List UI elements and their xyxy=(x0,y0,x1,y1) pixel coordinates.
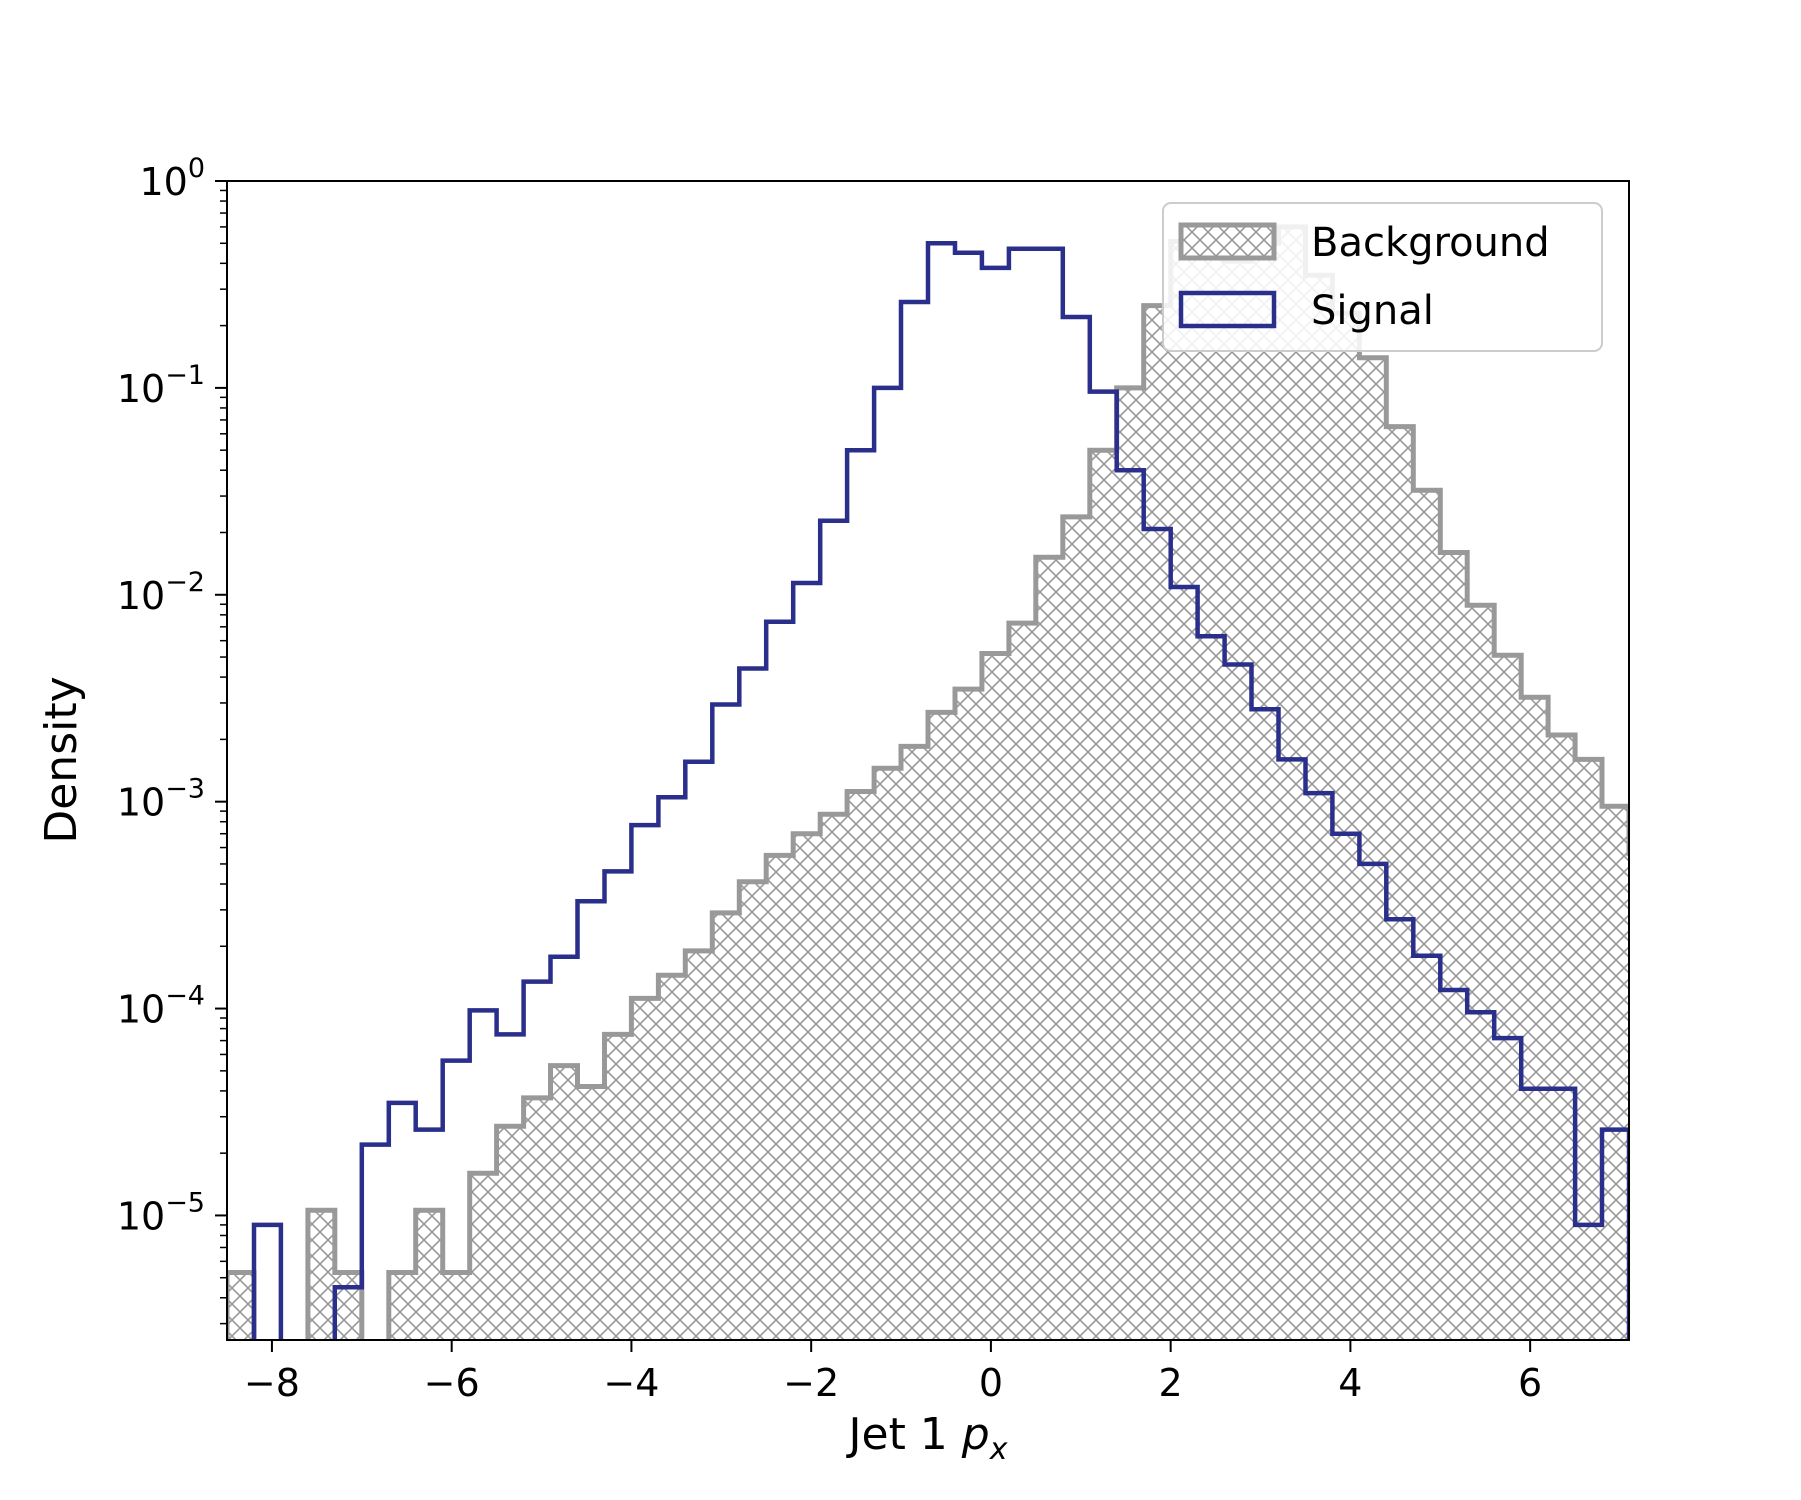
axis-ticks: −8 −6 −4 −2 0 2 4 6 100 10−1 10−2 10−3 10−4 10−5 xyxy=(117,153,1542,1405)
x-tick-label: −4 xyxy=(603,1361,659,1405)
x-tick-label: 6 xyxy=(1518,1361,1542,1405)
legend-swatch-background xyxy=(1178,222,1277,261)
y-axis-title: Density xyxy=(36,676,87,843)
y-tick-label: 10−5 xyxy=(117,1187,205,1238)
background-histogram-outline xyxy=(227,224,1629,1340)
signal-histogram-line xyxy=(251,241,1629,1340)
plot-frame xyxy=(226,180,1630,1341)
x-tick-label: −6 xyxy=(424,1361,480,1405)
x-tick-label: 4 xyxy=(1338,1361,1362,1405)
x-tick-label: −2 xyxy=(783,1361,839,1405)
plot-area xyxy=(227,224,1629,1340)
legend-swatch-signal xyxy=(1178,290,1277,329)
x-tick-label: 0 xyxy=(979,1361,1003,1405)
x-tick-label: 2 xyxy=(1159,1361,1183,1405)
x-tick-label: −8 xyxy=(244,1361,300,1405)
y-tick-label: 10−2 xyxy=(117,567,205,618)
legend: Background Signal xyxy=(1162,202,1603,352)
legend-label-background: Background xyxy=(1311,220,1550,266)
y-tick-label: 10−1 xyxy=(117,360,205,411)
y-tick-label: 10−3 xyxy=(117,774,205,825)
y-tick-label: 100 xyxy=(139,153,205,204)
legend-label-signal: Signal xyxy=(1311,288,1434,334)
x-axis-title: Jet 1 px xyxy=(846,1409,1008,1467)
y-tick-label: 10−4 xyxy=(117,981,205,1032)
background-histogram-fill xyxy=(227,226,1629,1340)
